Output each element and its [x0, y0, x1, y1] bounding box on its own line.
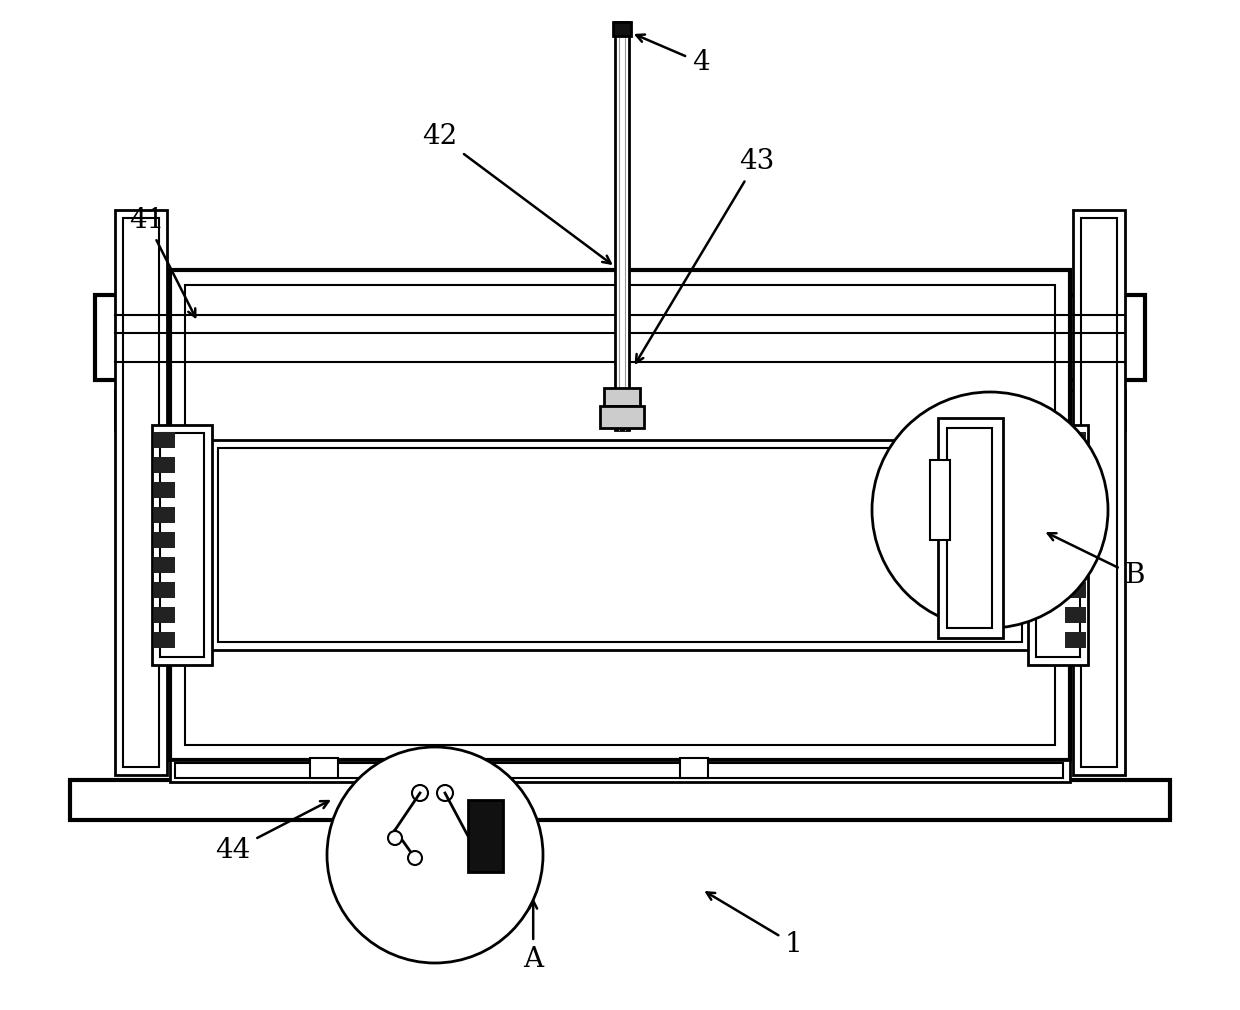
Bar [154, 507, 175, 523]
Bar [959, 454, 986, 468]
Bar [947, 428, 992, 628]
Text: 44: 44 [216, 801, 329, 864]
Bar [154, 557, 175, 573]
Bar [154, 482, 175, 498]
Bar [467, 800, 503, 872]
Bar [1081, 218, 1117, 767]
Text: 43: 43 [636, 148, 774, 363]
Bar [218, 448, 1022, 642]
Bar [210, 440, 1030, 650]
Bar [1065, 632, 1086, 648]
Bar [170, 760, 1070, 782]
Bar [154, 457, 175, 473]
Bar [123, 218, 159, 767]
Circle shape [327, 747, 543, 963]
Bar [154, 582, 175, 598]
Bar [930, 460, 950, 540]
Bar [1065, 582, 1086, 598]
Bar [1035, 433, 1080, 656]
Text: 42: 42 [423, 123, 610, 264]
Bar [1065, 507, 1086, 523]
Circle shape [412, 785, 428, 801]
Bar [95, 295, 1145, 380]
Bar [115, 390, 1125, 430]
Bar [185, 285, 1055, 745]
Bar [175, 763, 1063, 778]
Bar [1065, 532, 1086, 548]
Bar [959, 475, 986, 488]
Bar [1065, 482, 1086, 498]
Bar [955, 568, 990, 626]
Bar [153, 425, 212, 665]
Bar [604, 388, 640, 406]
Text: 41: 41 [129, 207, 195, 317]
Bar [937, 418, 1003, 638]
Bar [154, 632, 175, 648]
Bar [310, 758, 339, 778]
Circle shape [872, 392, 1109, 628]
Bar [1028, 425, 1087, 665]
Bar [959, 515, 986, 528]
Bar [1073, 210, 1125, 775]
Bar [115, 210, 167, 775]
Text: B: B [1048, 533, 1145, 589]
Bar [1065, 607, 1086, 623]
Bar [613, 22, 631, 36]
Bar [680, 758, 708, 778]
Bar [959, 556, 986, 568]
Bar [1065, 432, 1086, 448]
Text: 4: 4 [636, 34, 709, 76]
Bar [160, 433, 205, 656]
Circle shape [408, 851, 422, 865]
Bar [69, 780, 1171, 820]
Bar [154, 607, 175, 623]
Bar [1065, 557, 1086, 573]
Bar [615, 22, 629, 430]
Bar [600, 406, 644, 428]
Bar [154, 432, 175, 448]
Bar [154, 532, 175, 548]
Bar [959, 495, 986, 508]
Text: 1: 1 [707, 893, 802, 957]
Bar [1065, 457, 1086, 473]
Bar [959, 435, 986, 448]
Bar [959, 535, 986, 548]
Text: A: A [523, 901, 543, 973]
Bar [170, 270, 1070, 760]
Circle shape [388, 831, 402, 845]
Circle shape [436, 785, 453, 801]
